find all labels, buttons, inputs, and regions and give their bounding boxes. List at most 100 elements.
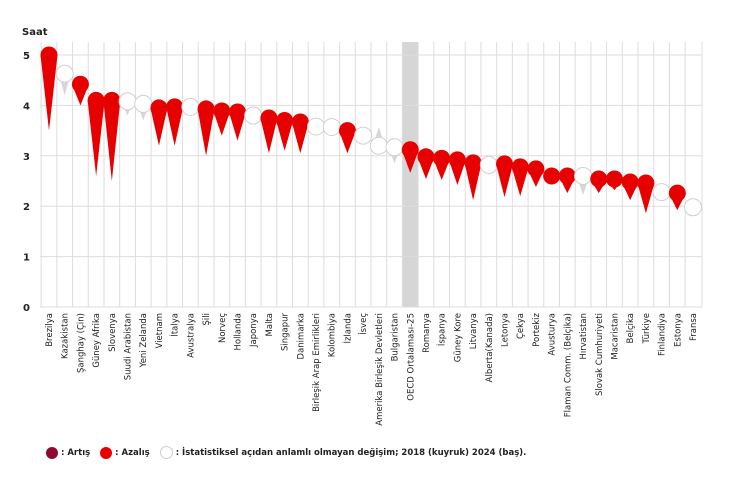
- data-point: [181, 97, 200, 116]
- point-tail: [103, 100, 121, 181]
- increase-swatch: [46, 446, 58, 459]
- x-tick-label: Japonya: [249, 313, 259, 348]
- x-tick-label: İzlanda: [342, 313, 353, 344]
- x-tick-label: Amerika Birleşik Devletleri: [375, 313, 385, 426]
- chart: Saat 0 1 2 3 4 5 Brezilya Kazakistan Şanghay (Ç…: [22, 27, 703, 426]
- legend-increase-label: : Artış: [61, 447, 91, 458]
- x-tick-label: Kolombiya: [328, 313, 338, 357]
- point-head: [652, 183, 671, 202]
- x-tick-label: Türkiye: [642, 313, 652, 344]
- x-tick-label: Malta: [265, 313, 275, 336]
- x-tick-label: Letonya: [501, 313, 511, 347]
- x-tick-label: Bulgaristan: [391, 313, 401, 361]
- x-tick-label: Kazakistan: [61, 313, 71, 359]
- legend-ns: : İstatistiksel açıdan anlamlı olmayan d…: [159, 446, 527, 459]
- point-head: [385, 138, 404, 157]
- point-tail: [197, 108, 215, 156]
- point-head: [166, 98, 184, 116]
- point-head: [605, 170, 623, 188]
- data-point: [87, 91, 105, 176]
- point-head: [621, 173, 639, 191]
- point-head: [181, 97, 200, 116]
- data-point: [464, 154, 482, 201]
- data-point: [103, 91, 121, 181]
- x-tick-label: Suudi Arabistan: [124, 313, 134, 380]
- x-tick-label: Belçika: [626, 313, 636, 343]
- data-point: [479, 155, 498, 175]
- data-point: [621, 173, 639, 201]
- data-point: [260, 109, 278, 154]
- data-point: [385, 138, 404, 164]
- y-tick-label: 5: [23, 51, 30, 62]
- data-point: [417, 148, 435, 179]
- data-point: [134, 94, 153, 121]
- x-tick-label: Danimarka: [296, 313, 306, 359]
- point-head: [87, 91, 105, 109]
- data-point: [307, 117, 326, 136]
- data-point: [652, 183, 671, 202]
- point-head: [354, 126, 373, 145]
- x-tick-label: Fransa: [689, 313, 699, 341]
- data-point: [558, 167, 576, 194]
- x-tick-label: Slovenya: [108, 313, 118, 352]
- legend-decrease-label: : Azalış: [115, 447, 150, 458]
- x-tick-label: OECD Ortalaması-25: [406, 313, 416, 401]
- point-head: [244, 106, 263, 125]
- point-head: [401, 141, 419, 159]
- point-head: [590, 170, 608, 188]
- point-head: [417, 148, 435, 166]
- data-point: [197, 100, 215, 156]
- point-head: [260, 109, 278, 127]
- y-tick-label: 3: [23, 152, 30, 163]
- data-point: [684, 198, 702, 217]
- data-point: [55, 64, 74, 96]
- x-tick-label: Macaristan: [610, 313, 620, 360]
- point-head: [55, 64, 74, 83]
- point-tail: [260, 118, 278, 154]
- x-tick-label: Litvanya: [469, 313, 479, 349]
- point-tail: [40, 55, 58, 131]
- point-tail: [87, 100, 105, 176]
- point-head: [433, 149, 451, 167]
- point-tail: [464, 162, 482, 201]
- x-tick-label: Romanya: [422, 313, 432, 353]
- data-point: [574, 166, 593, 196]
- data-point: [511, 158, 529, 197]
- x-tick-label: Çekya: [516, 313, 526, 339]
- point-head: [134, 94, 153, 113]
- point-tail: [496, 163, 514, 198]
- x-tick-label: Avusturya: [548, 313, 558, 356]
- x-tick-label: Şili: [202, 313, 212, 325]
- data-point: [369, 127, 388, 155]
- x-tick-label: Flaman Comm. (Belçika): [563, 313, 573, 417]
- point-head: [448, 151, 466, 169]
- x-tick-label: İtalya: [170, 313, 181, 337]
- data-point: [244, 106, 263, 125]
- y-tick-label: 0: [23, 303, 30, 314]
- point-head: [118, 92, 137, 111]
- point-head: [511, 158, 529, 176]
- data-point: [605, 170, 623, 191]
- data-point: [433, 149, 451, 180]
- point-head: [527, 160, 545, 178]
- x-tick-label: Norveç: [218, 313, 228, 343]
- point-head: [276, 112, 294, 130]
- data-point: [637, 174, 655, 214]
- point-head: [684, 198, 702, 217]
- point-tail: [637, 183, 655, 214]
- legend: : Artış : Azalış : İstatistiksel açıdan …: [46, 446, 536, 459]
- point-head: [228, 103, 246, 121]
- point-head: [338, 122, 356, 140]
- data-point: [71, 75, 89, 106]
- point-tail: [150, 107, 168, 146]
- legend-decrease: : Azalış: [100, 446, 150, 459]
- legend-ns-label: : İstatistiksel açıdan anlamlı olmayan d…: [175, 447, 527, 458]
- data-point: [543, 167, 561, 185]
- point-head: [543, 167, 561, 185]
- x-tick-label: Vietnam: [155, 313, 165, 348]
- point-head: [464, 154, 482, 172]
- data-point: [668, 184, 686, 211]
- highlight-column: [402, 42, 419, 307]
- data-point: [590, 170, 608, 194]
- x-tick-label: Singapur: [281, 313, 291, 352]
